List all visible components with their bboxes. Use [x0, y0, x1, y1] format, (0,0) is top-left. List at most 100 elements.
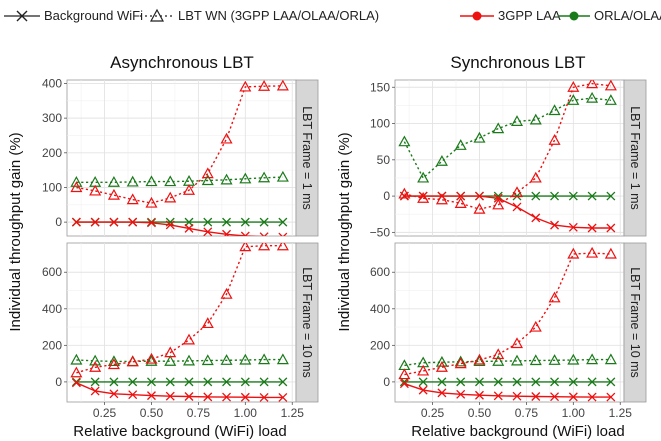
legend-label: 3GPP LAA [498, 8, 561, 23]
data-point-x [184, 392, 194, 401]
data-point-x [147, 391, 156, 401]
data-point-triangle [276, 170, 289, 182]
y-tick-label: 400 [370, 302, 390, 316]
data-point-x [418, 385, 428, 395]
x-tick-label: 1.00 [234, 406, 258, 420]
data-point-x [606, 223, 616, 233]
plot-area [398, 246, 617, 402]
data-point-triangle [182, 333, 196, 345]
series-line-laa-lbt [76, 85, 283, 204]
data-point-triangle [276, 243, 289, 251]
data-point-x [240, 377, 250, 387]
row-strip: LBT Frame = 1 ms [623, 79, 647, 237]
data-point-triangle [182, 354, 196, 366]
data-point-x [512, 391, 522, 401]
y-tick-label: 0 [55, 375, 62, 389]
x-axis-label-left: Relative background (WiFi) load [73, 423, 286, 440]
data-point-x [203, 217, 213, 227]
data-point-triangle [107, 355, 120, 367]
data-point-x [475, 191, 484, 201]
y-tick-label: 200 [370, 338, 390, 352]
data-point-triangle [454, 139, 467, 150]
data-point-triangle [492, 348, 505, 360]
data-point-x [278, 377, 288, 387]
x-tick-label: 0.25 [421, 406, 445, 420]
data-point-x [90, 377, 100, 387]
strip-label: LBT Frame = 10 ms [300, 267, 314, 378]
row-strip: LBT Frame = 1 ms [295, 79, 319, 237]
strip-label: LBT Frame = 1 ms [628, 106, 642, 210]
data-point-triangle [220, 287, 233, 299]
data-point-x [550, 377, 560, 387]
data-point-x [568, 222, 578, 232]
y-tick-label: 150 [370, 80, 390, 94]
data-point-triangle [586, 91, 599, 103]
x-marker-icon [16, 10, 28, 22]
y-tick-label: 0 [383, 375, 390, 389]
data-point-x [587, 377, 597, 387]
data-point-x [606, 191, 616, 201]
data-point-x [493, 377, 503, 387]
data-point-triangle [604, 247, 617, 259]
data-point-x [418, 377, 428, 387]
data-point-x [493, 391, 503, 401]
data-point-x [109, 377, 119, 387]
data-point-triangle [239, 353, 252, 365]
data-point-x [278, 392, 288, 402]
plot-area [398, 80, 617, 233]
series-line-laa-wifi [76, 382, 283, 399]
column-title-asynchronous: Asynchronous LBT [110, 53, 254, 72]
data-point-x [475, 390, 484, 400]
data-point-x [437, 377, 447, 387]
data-point-triangle [107, 358, 120, 370]
data-point-x [184, 377, 194, 387]
data-point-triangle [70, 353, 83, 365]
data-point-x [90, 217, 100, 227]
y-tick-label: 100 [42, 180, 62, 194]
data-point-x [531, 213, 541, 223]
series-line-laa-wifi [404, 383, 611, 398]
data-point-x [165, 377, 175, 387]
data-point-triangle [604, 353, 617, 365]
strip-background [623, 242, 647, 403]
data-point-triangle [220, 173, 233, 185]
strip-background [295, 242, 319, 403]
legend-item-orla-olaa: ORLA/OLAA [558, 8, 661, 23]
y-tick-label: 600 [42, 265, 62, 279]
dot-marker-icon [569, 11, 579, 21]
data-point-triangle [548, 291, 561, 303]
legend-label: LBT WN (3GPP LAA/OLAA/ORLA) [178, 8, 379, 23]
data-point-triangle [164, 175, 177, 187]
data-point-triangle [529, 354, 542, 366]
data-point-x [587, 223, 597, 233]
data-point-triangle [510, 354, 524, 366]
x-tick-label: 1.25 [281, 406, 305, 420]
data-point-x [493, 193, 503, 203]
data-point-x [203, 377, 213, 387]
row-strip: LBT Frame = 10 ms [623, 242, 647, 403]
data-point-x [456, 377, 466, 387]
data-point-triangle [529, 171, 542, 183]
data-point-x [550, 220, 560, 230]
data-point-triangle [529, 113, 542, 125]
data-point-x [278, 232, 288, 236]
y-tick-label: 100 [370, 117, 390, 131]
data-point-triangle [126, 355, 139, 367]
data-point-triangle [258, 353, 271, 365]
y-tick-label: 200 [42, 338, 62, 352]
data-point-x [71, 217, 81, 227]
data-point-x [512, 202, 522, 212]
data-point-triangle [220, 354, 233, 365]
y-tick-label: 600 [370, 265, 390, 279]
legend-item-3gpp-laa: 3GPP LAA [460, 8, 561, 23]
y-tick-label: 400 [42, 76, 62, 90]
data-point-triangle [239, 172, 252, 184]
x-tick-label: 1.00 [562, 406, 586, 420]
data-point-x [456, 191, 466, 201]
data-point-triangle [548, 354, 561, 365]
data-point-x [512, 377, 522, 387]
data-point-x [109, 217, 119, 227]
data-point-x [71, 378, 81, 388]
data-point-triangle [276, 353, 289, 365]
